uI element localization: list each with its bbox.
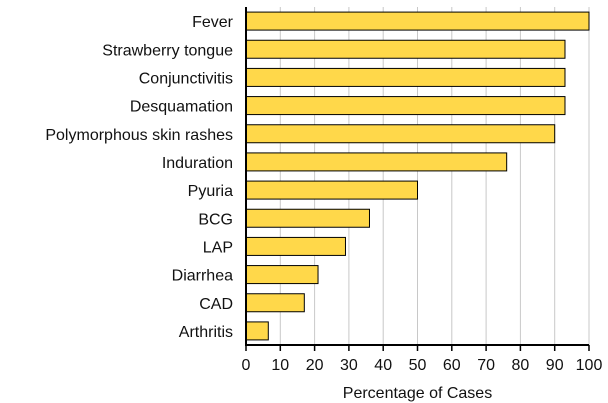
- bar-strawberry-tongue: [245, 39, 566, 59]
- category-label: Desquamation: [130, 99, 233, 116]
- category-label: Fever: [192, 14, 234, 31]
- x-tick-label: 70: [477, 357, 495, 374]
- category-label: LAP: [203, 239, 233, 256]
- x-tick-label: 100: [576, 357, 603, 374]
- x-tick-label: 10: [271, 357, 289, 374]
- category-label: Strawberry tongue: [102, 42, 233, 59]
- x-tick-label: 80: [512, 357, 530, 374]
- category-label: Induration: [162, 155, 233, 172]
- x-tick-label: 60: [443, 357, 461, 374]
- category-label: Conjunctivitis: [139, 70, 233, 87]
- bar-lap: [245, 236, 346, 256]
- category-label: Diarrhea: [172, 268, 233, 285]
- bars: [245, 11, 590, 341]
- bar-induration: [245, 152, 508, 172]
- bar-polymorphous-skin-rashes: [245, 124, 556, 144]
- x-tick-label: 0: [242, 357, 251, 374]
- bar-arthritis: [245, 321, 269, 341]
- x-axis-title: Percentage of Cases: [343, 385, 492, 402]
- category-label: Pyuria: [188, 183, 233, 200]
- bar-bcg: [245, 208, 370, 228]
- gridlines: [279, 7, 590, 345]
- x-ticks: 0 10 20 30 40 50 60 70 80 90 100: [242, 345, 603, 374]
- bar-cad: [245, 293, 305, 313]
- x-tick-label: 50: [409, 357, 427, 374]
- bar-pyuria: [245, 180, 418, 200]
- category-labels: Fever Strawberry tongue Conjunctivitis Desq…: [45, 14, 233, 341]
- bar-desquamation: [245, 96, 566, 116]
- x-tick-label: 40: [374, 357, 392, 374]
- x-tick-label: 30: [340, 357, 358, 374]
- x-tick-label: 90: [546, 357, 564, 374]
- bar-conjunctivitis: [245, 67, 566, 87]
- category-label: Arthritis: [179, 324, 233, 341]
- category-label: Polymorphous skin rashes: [45, 127, 233, 144]
- category-label: CAD: [199, 296, 233, 313]
- bar-diarrhea: [245, 265, 319, 285]
- x-tick-label: 20: [306, 357, 324, 374]
- bar-fever: [245, 11, 590, 31]
- category-label: BCG: [198, 211, 233, 228]
